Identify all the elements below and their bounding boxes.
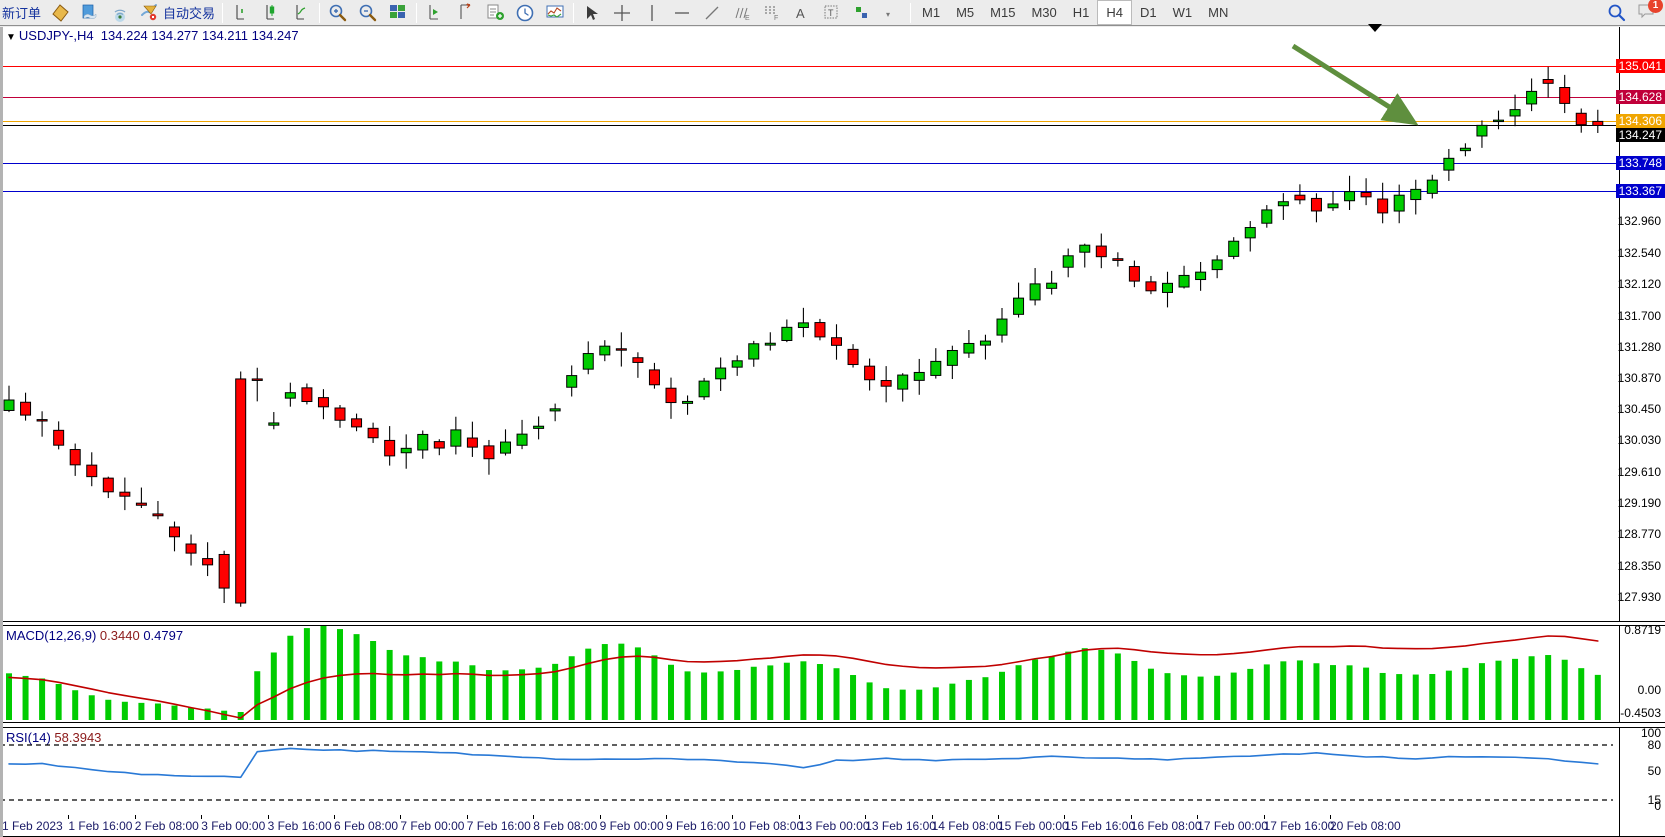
svg-text:▾: ▾: [886, 10, 890, 19]
svg-text:E: E: [745, 15, 750, 22]
svg-text:F: F: [774, 15, 778, 22]
svg-text:A: A: [796, 6, 805, 21]
svg-text:T: T: [828, 8, 834, 18]
